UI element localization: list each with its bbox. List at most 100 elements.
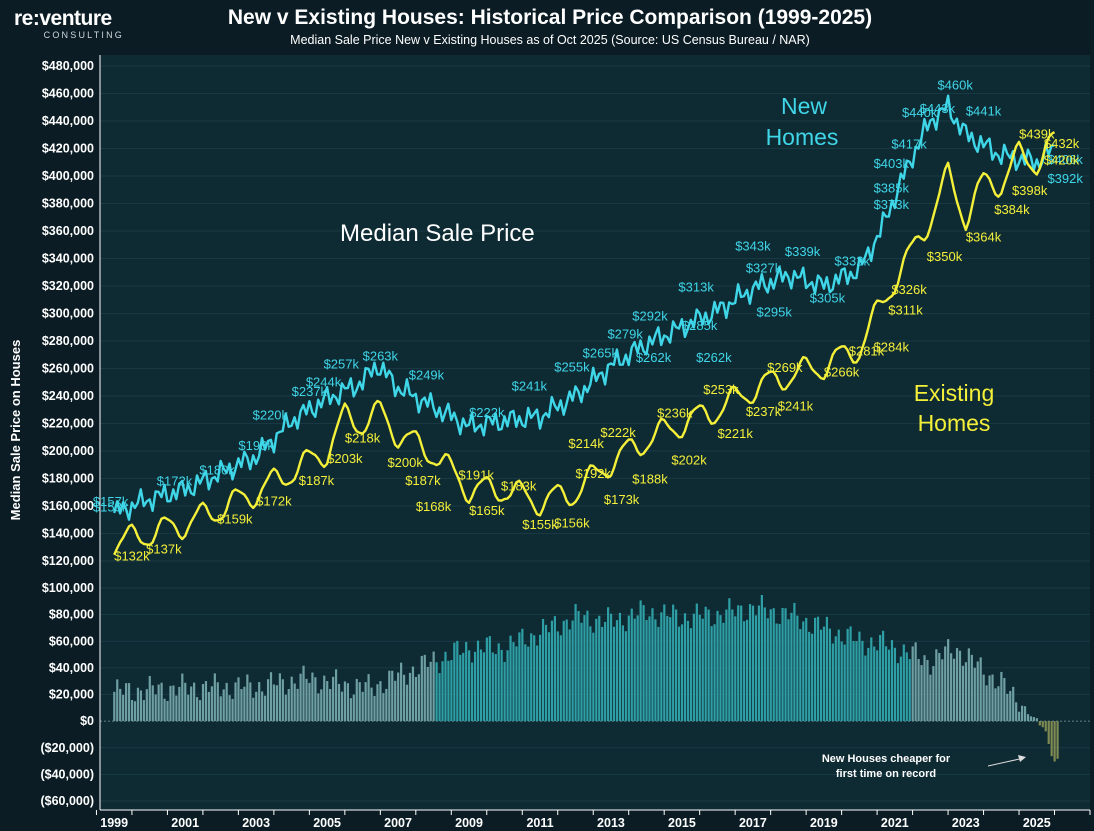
difference-bar: [201, 684, 205, 722]
difference-bar: [858, 631, 861, 722]
difference-bar: [675, 609, 678, 722]
difference-bar: [169, 685, 172, 722]
diff-tick-label: $100,000: [42, 581, 94, 595]
difference-bar: [385, 688, 388, 722]
existing-home-data-label: $159k: [217, 511, 253, 526]
difference-bar: [769, 609, 772, 722]
existing-home-data-label: $420k: [1044, 153, 1080, 168]
difference-bar: [1000, 671, 1003, 722]
new-home-data-label: $332k: [835, 254, 871, 269]
new-home-data-label: $403k: [874, 156, 910, 171]
diff-tick-label: $60,000: [49, 634, 94, 648]
difference-bar: [231, 698, 234, 722]
difference-bar: [645, 620, 648, 722]
difference-bar: [816, 616, 820, 722]
difference-bar: [494, 654, 497, 722]
difference-bar: [592, 632, 595, 722]
difference-bar: [184, 682, 187, 722]
y-axis-label: Median Sale Price on Houses: [8, 340, 23, 521]
x-tick-label: 2015: [668, 816, 696, 830]
price-tick-label: $140,000: [42, 527, 94, 541]
difference-bar: [751, 605, 755, 722]
difference-bar: [896, 663, 899, 722]
difference-bar: [1026, 714, 1030, 722]
difference-bar: [692, 613, 695, 722]
new-home-data-label: $343k: [735, 238, 771, 253]
existing-home-data-label: $221k: [717, 426, 753, 441]
difference-bar: [763, 607, 766, 722]
difference-bar: [272, 684, 276, 722]
difference-bar: [716, 610, 719, 722]
difference-bar: [402, 674, 406, 722]
new-home-data-label: $265k: [583, 346, 619, 361]
difference-bar: [855, 641, 858, 722]
difference-bar: [825, 616, 829, 722]
difference-bar: [113, 691, 116, 722]
difference-bar: [683, 613, 687, 722]
difference-bar: [849, 626, 852, 722]
x-tick-label: 2009: [455, 816, 483, 830]
difference-bar: [210, 686, 213, 722]
difference-bar: [485, 637, 488, 722]
difference-bar: [527, 646, 530, 722]
difference-bar: [571, 620, 574, 722]
difference-bar: [125, 683, 128, 722]
difference-bar: [784, 608, 787, 722]
difference-bar: [982, 674, 985, 722]
difference-bar: [198, 700, 202, 722]
difference-bar: [249, 682, 252, 722]
difference-bar: [961, 665, 965, 722]
difference-bar: [660, 612, 663, 722]
difference-bar: [698, 614, 701, 722]
note-arrow-head: [1018, 755, 1026, 762]
y-axis-ticks: $120,000 $140,000 $160,000 $180,000 $200,000…: [40, 59, 94, 808]
difference-bar: [213, 673, 216, 722]
difference-bar: [491, 652, 494, 722]
existing-home-data-label: $165k: [469, 503, 505, 518]
difference-bar: [320, 689, 323, 722]
difference-bar: [944, 646, 947, 722]
difference-bar: [195, 697, 199, 722]
difference-bar: [799, 629, 802, 722]
difference-bar: [246, 674, 249, 722]
difference-bar: [621, 625, 624, 722]
difference-bar: [329, 688, 332, 722]
difference-bar: [822, 626, 826, 722]
difference-bar: [669, 617, 672, 722]
difference-bar: [364, 682, 367, 722]
difference-bar: [157, 684, 160, 722]
existing-home-data-label: $284k: [874, 340, 910, 355]
new-home-data-label: $305k: [810, 291, 846, 306]
existing-home-data-label: $236k: [657, 406, 693, 421]
difference-bar: [952, 658, 956, 722]
existing-home-data-label: $192k: [576, 466, 612, 481]
difference-bar: [536, 645, 539, 722]
difference-bar: [834, 636, 837, 722]
difference-bar: [530, 633, 533, 722]
new-home-data-label: $443k: [920, 101, 956, 116]
annotation-note-2: first time on record: [836, 768, 936, 780]
new-home-data-label: $255k: [554, 359, 590, 374]
difference-bar: [323, 675, 326, 722]
difference-bar: [601, 626, 604, 722]
difference-bar: [994, 688, 997, 722]
difference-bar: [864, 655, 867, 722]
difference-bar: [586, 610, 589, 722]
new-home-data-label: $279k: [607, 326, 643, 341]
difference-bar: [876, 650, 879, 722]
difference-bar: [722, 622, 725, 722]
difference-bar: [589, 626, 592, 722]
difference-bar: [465, 641, 468, 722]
difference-bar: [879, 634, 882, 722]
x-tick-label: 2019: [810, 816, 838, 830]
difference-bar: [887, 649, 891, 722]
difference-bar: [290, 676, 293, 722]
price-tick-label: $200,000: [42, 444, 94, 458]
difference-bar: [553, 616, 556, 722]
difference-bar: [607, 607, 610, 722]
difference-bar: [964, 662, 968, 722]
price-tick-label: $360,000: [42, 224, 94, 238]
difference-bar: [802, 621, 805, 722]
difference-bar: [760, 595, 763, 722]
difference-bar: [349, 698, 352, 722]
